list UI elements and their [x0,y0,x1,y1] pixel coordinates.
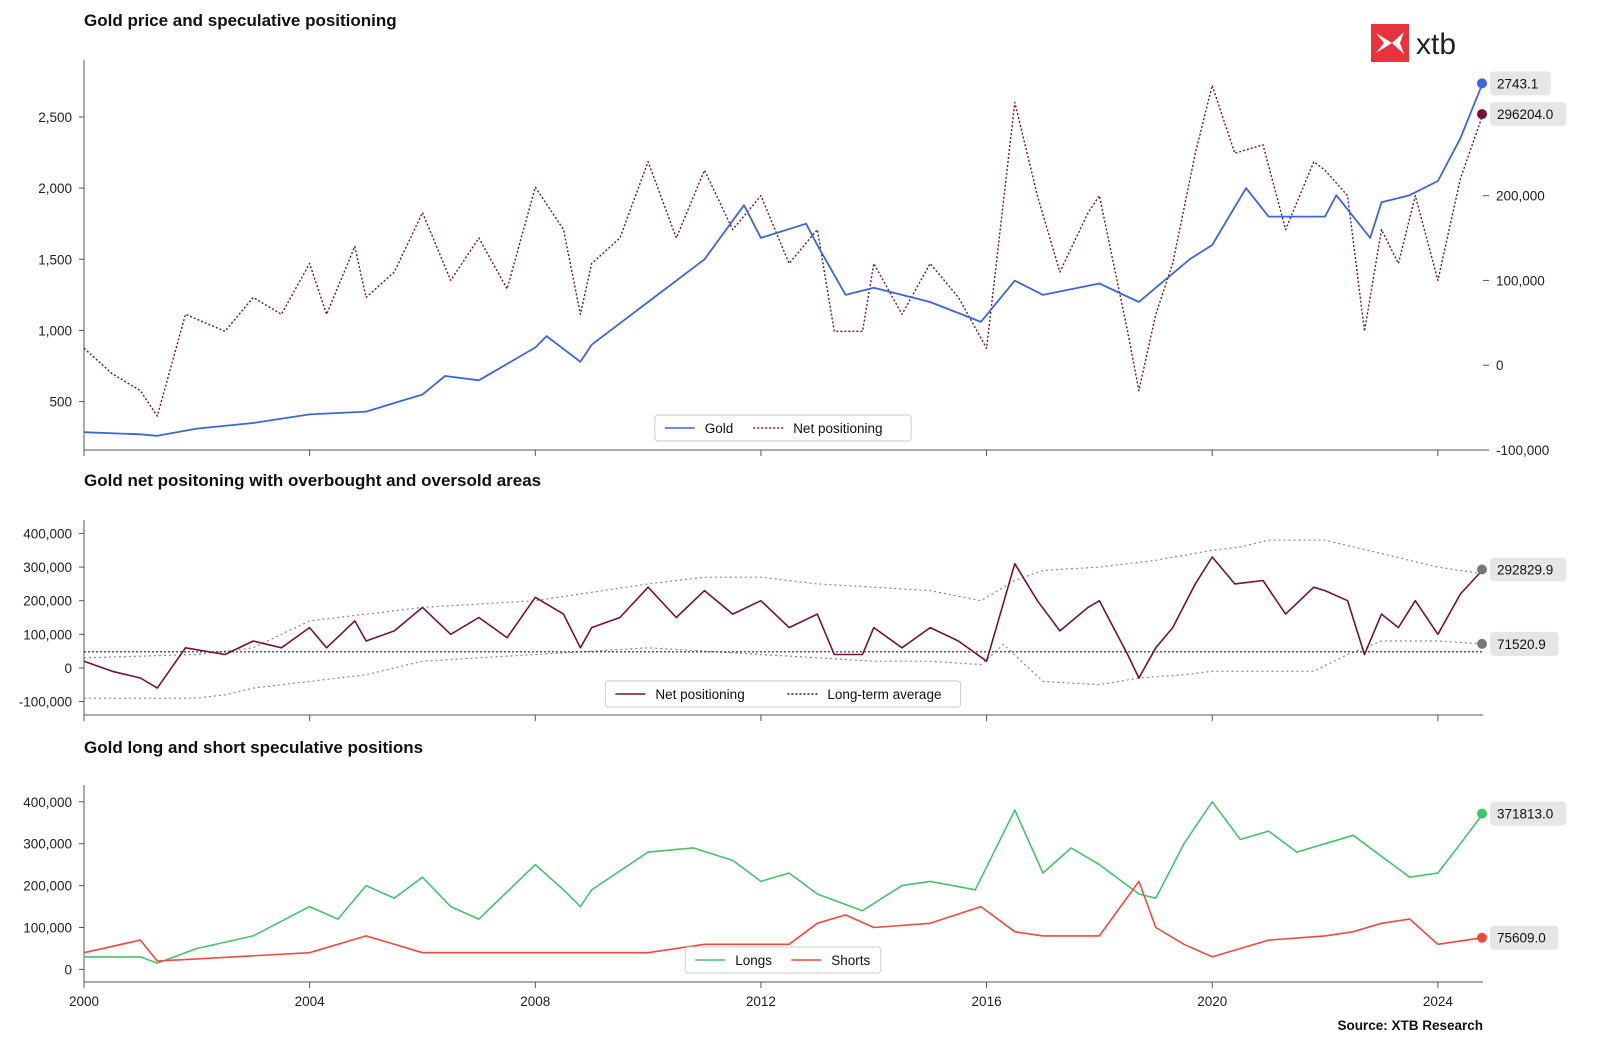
panel3-end-badge [1490,801,1567,826]
source-note: Source: XTB Research [1337,1018,1483,1033]
panel1-ytick-label: 2,500 [38,110,72,125]
xtick-label: 2008 [520,994,550,1009]
longs-line [84,801,1484,964]
panel3-ytick-label: 100,000 [23,921,72,936]
xtick-label: 2004 [295,994,326,1009]
panel1-ytick-label: 500 [49,395,72,410]
panel2-ytick-label: 300,000 [23,560,72,575]
xtb-logo-text: xtb [1416,28,1456,61]
legend-label: Net positioning [655,687,744,702]
gold-price-line [83,81,1484,437]
net-positioning-line-2 [83,556,1484,689]
panel1-title: Gold price and speculative positioning [84,11,397,30]
panel1-end-badge [1490,102,1567,127]
xtick-label: 2000 [69,994,99,1009]
panel1-legend: Gold Net positioning [654,414,912,442]
panel1-right-tick-label: 200,000 [1496,189,1545,204]
panel1-right-tick-label: 0 [1496,358,1504,373]
net-positioning-line [83,84,1484,417]
panel2-ytick-label: -100,000 [19,695,72,710]
panel2-ytick-label: 0 [64,661,72,676]
panel3-end-label: 371813.0 [1497,807,1553,822]
panel1-ytick-label: 1,500 [38,252,72,267]
panel1-right-tick-label: 100,000 [1496,273,1545,288]
panel3-end-dot [1477,932,1487,943]
panel1-ytick-label: 2,000 [38,181,72,196]
panel3-ytick-label: 200,000 [23,879,72,894]
legend-label: Longs [735,953,772,968]
legend-label: Long-term average [827,687,941,702]
panel1-right-tick-label: -100,000 [1496,443,1549,458]
panel3-ytick-label: 0 [64,962,72,977]
panel2-title: Gold net positoning with overbought and … [84,471,541,490]
end-labels: 2743.1 296204.0 292829.9 71520.9 371813.0 756… [1477,71,1567,950]
panel2-ytick-label: 400,000 [23,526,72,541]
panel3-ytick-label: 400,000 [23,795,72,810]
panel3-legend-box [684,946,882,974]
xtick-label: 2012 [746,994,776,1009]
panel2-legend-box [604,680,962,708]
panel1-end-badge [1490,71,1551,96]
xtb-logo-x-icon [1376,32,1404,54]
panel3-end-label: 75609.0 [1497,931,1546,946]
chart-marks [83,81,1484,964]
panel2-end-dot [1477,638,1487,649]
legend-label: Shorts [831,953,870,968]
panel2-end-label: 292829.9 [1497,562,1553,577]
panel2-end-badge [1490,631,1559,656]
xtick-label: 2016 [972,994,1002,1009]
panel3-title: Gold long and short speculative position… [84,738,423,757]
panel2-legend: Net positioning Long-term average [604,680,962,708]
xtick-label: 2024 [1423,994,1454,1009]
xtb-logo: xtb [1371,24,1456,62]
axes: 500 1,000 1,500 2,000 2,500 -100,000 0 100,000 2… [19,60,1549,1009]
panel2-ytick-label: 200,000 [23,594,72,609]
panel1-end-label: 296204.0 [1497,107,1553,122]
legends: Gold Net positioning Net positioning Long-t… [604,414,962,974]
lower-band-line [84,640,1484,699]
panel3-legend: Longs Shorts [684,946,882,974]
panel1-ytick-label: 1,000 [38,323,72,338]
legend-label: Gold [705,421,734,436]
panel3-ytick-label: 300,000 [23,837,72,852]
xtick-label: 2020 [1197,994,1227,1009]
panel1-end-dot [1477,78,1487,89]
legend-label: Net positioning [793,421,882,436]
panel3-end-badge [1490,925,1559,950]
panel1-end-dot [1477,109,1487,120]
panel2-end-badge [1490,557,1567,582]
panel3-end-dot [1477,808,1487,819]
panel2-ytick-label: 100,000 [23,627,72,642]
panel2-end-dot [1477,564,1487,575]
panel1-end-label: 2743.1 [1497,76,1538,91]
shorts-line [83,880,1484,962]
panel2-end-label: 71520.9 [1497,637,1546,652]
